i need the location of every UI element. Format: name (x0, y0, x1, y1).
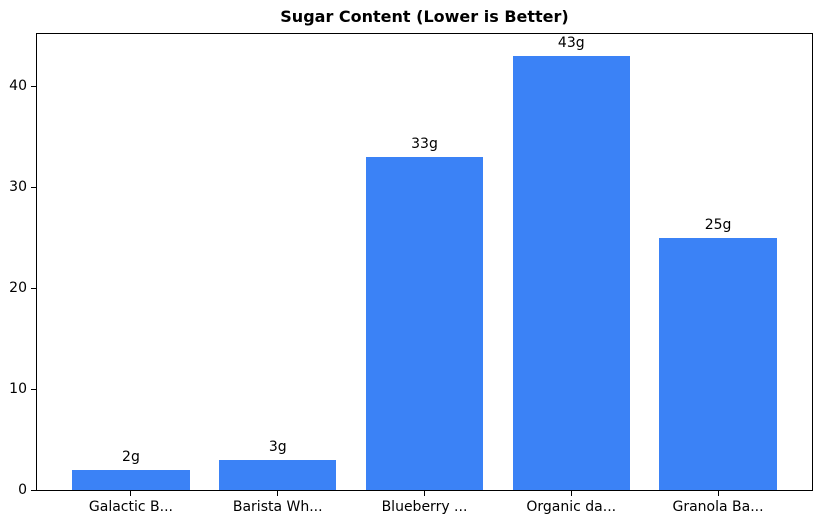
bar (659, 237, 777, 490)
x-tick-mark (424, 491, 425, 496)
bar (72, 469, 190, 490)
y-tick-mark (31, 186, 36, 188)
x-tick-label: Blueberry ... (381, 499, 468, 515)
bar (512, 55, 630, 490)
x-tick-mark (570, 491, 572, 496)
x-tick-mark (277, 491, 279, 496)
y-tick-mark (31, 287, 36, 289)
x-tick-label: Barista Wh... (232, 499, 323, 515)
bar (219, 459, 337, 490)
y-tick-label: 30 (9, 179, 27, 195)
y-tick-label: 20 (9, 280, 27, 296)
bar-value-label: 33g (411, 135, 438, 152)
x-tick-label: Galactic B... (88, 499, 173, 515)
y-tick-mark (31, 489, 36, 491)
plot-area: 0 10 20 30 40 2g Galactic B... 3g Barista Wh... 3… (9, 33, 813, 515)
bar-value-label: 25g (704, 216, 732, 233)
y-tick-label: 40 (9, 78, 27, 94)
y-tick-mark (31, 388, 36, 390)
x-tick-label: Organic da... (526, 499, 617, 515)
y-tick-mark (31, 85, 36, 87)
y-tick-label: 10 (9, 381, 27, 397)
x-tick-mark (130, 491, 132, 496)
y-tick-label: 0 (18, 482, 27, 498)
x-tick-label: Granola Ba... (672, 499, 764, 515)
chart-title: Sugar Content (Lower is Better) (280, 7, 569, 26)
bar-value-label: 43g (557, 34, 585, 51)
x-tick-mark (717, 491, 719, 496)
bar-value-label: 3g (268, 438, 287, 455)
bar-value-label: 2g (122, 448, 140, 465)
bar (365, 156, 484, 490)
